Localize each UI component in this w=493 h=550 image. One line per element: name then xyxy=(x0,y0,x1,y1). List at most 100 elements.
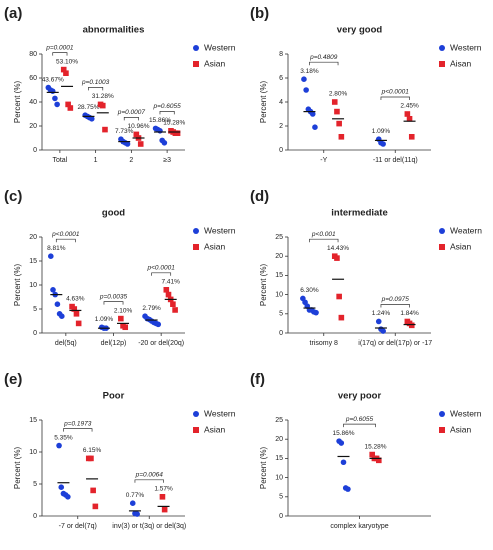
panel-label: (b) xyxy=(250,5,269,22)
y-tick-label: 20 xyxy=(275,436,283,443)
x-tick-label: -11 or del(11q) xyxy=(373,157,418,164)
annotation: 1.09% xyxy=(95,316,114,323)
x-tick-label: inv(3) or t(3q) or del(3q) xyxy=(112,523,186,530)
legend-marker xyxy=(439,45,445,51)
data-point xyxy=(63,70,69,76)
x-tick-label: del(12p) xyxy=(101,340,127,347)
p-value: p=0.0001 xyxy=(45,44,74,51)
annotation: 0.77% xyxy=(126,492,145,499)
data-point xyxy=(60,66,67,73)
annotation: 8.81% xyxy=(47,245,66,252)
bracket xyxy=(151,272,172,276)
data-point xyxy=(133,131,140,138)
x-tick-label: i(17q) or del(17p) or -17 xyxy=(358,340,432,347)
y-axis-label: Percent (%) xyxy=(13,81,22,124)
data-point xyxy=(313,309,319,316)
data-point xyxy=(134,511,140,517)
annotation: 1.24% xyxy=(372,310,391,317)
legend-label: Western xyxy=(204,42,236,52)
data-point xyxy=(155,321,162,328)
y-tick-label: 0 xyxy=(33,330,37,337)
legend-marker xyxy=(439,244,445,250)
p-value: p<0.0001 xyxy=(381,89,410,96)
y-axis-label: Percent (%) xyxy=(13,264,22,307)
legend-marker xyxy=(193,244,199,250)
y-tick-label: 10 xyxy=(275,474,283,481)
data-point xyxy=(54,101,60,108)
data-point xyxy=(336,120,342,127)
y-tick-label: 0 xyxy=(279,513,283,520)
bracket xyxy=(380,96,410,100)
p-value: p=0.0975 xyxy=(381,296,410,303)
data-point xyxy=(338,440,345,446)
annotation: 53.10% xyxy=(56,58,78,65)
legend-marker xyxy=(193,411,199,417)
data-point xyxy=(59,313,65,320)
y-tick-label: 20 xyxy=(29,123,37,130)
legend-marker xyxy=(193,427,199,433)
data-point xyxy=(92,503,99,510)
bracket xyxy=(309,238,339,243)
panel-title: intermediate xyxy=(331,208,388,219)
annotation: 43.67% xyxy=(42,76,64,83)
data-point xyxy=(161,506,168,513)
x-tick-label: ≥3 xyxy=(163,157,171,164)
data-point xyxy=(309,111,316,117)
data-point xyxy=(334,255,340,261)
data-point xyxy=(163,287,170,293)
annotation: 6.30% xyxy=(300,287,319,294)
legend-marker xyxy=(439,228,445,234)
x-tick-label: Total xyxy=(52,157,67,164)
data-point xyxy=(404,111,411,117)
data-point xyxy=(65,494,71,500)
y-tick-label: 15 xyxy=(29,258,37,265)
annotation: 1.09% xyxy=(372,128,391,135)
p-value: p=0.4809 xyxy=(309,54,338,61)
x-tick-label: trisomy 8 xyxy=(310,340,339,347)
y-tick-label: 10 xyxy=(29,282,37,289)
bracket xyxy=(159,111,175,115)
x-tick-label: 1 xyxy=(94,157,98,164)
data-point xyxy=(56,442,62,449)
x-tick-label: -7 or del(7q) xyxy=(59,523,97,530)
p-value: p=0.1973 xyxy=(63,420,92,427)
data-point xyxy=(54,301,61,308)
annotation: 5.35% xyxy=(54,434,73,441)
legend-label: Weatern xyxy=(450,225,482,235)
y-tick-label: 0 xyxy=(33,147,37,154)
y-tick-label: 15 xyxy=(29,417,37,424)
y-tick-label: 60 xyxy=(29,75,37,82)
legend-marker xyxy=(193,228,199,234)
p-value: p=0.6055 xyxy=(345,416,374,423)
y-tick-label: 2 xyxy=(279,123,283,130)
annotation: 10.96% xyxy=(128,123,150,130)
y-tick-label: 10 xyxy=(275,291,283,298)
annotation: 2.80% xyxy=(329,91,348,98)
y-axis-label: Percent (%) xyxy=(259,81,268,124)
data-point xyxy=(90,487,96,494)
legend-label: Asian xyxy=(450,241,472,251)
data-point xyxy=(338,314,345,321)
data-point xyxy=(338,134,345,140)
data-point xyxy=(75,320,82,327)
y-tick-label: 15 xyxy=(275,272,283,279)
panel-title: very poor xyxy=(338,391,382,402)
data-point xyxy=(124,141,131,147)
legend-label: Asian xyxy=(204,241,226,251)
y-tick-label: 5 xyxy=(279,494,283,501)
data-point xyxy=(49,88,56,94)
y-axis-label: Percent (%) xyxy=(259,447,268,490)
data-point xyxy=(408,322,415,329)
y-tick-label: 20 xyxy=(29,234,37,241)
annotation: 14.43% xyxy=(327,245,349,252)
y-tick-label: 80 xyxy=(29,51,37,58)
data-point xyxy=(174,130,181,136)
panel-label: (d) xyxy=(250,188,269,205)
panel-title: Poor xyxy=(103,391,125,402)
bracket xyxy=(309,61,339,66)
p-value: p<0.0001 xyxy=(147,265,176,272)
data-point xyxy=(48,253,54,259)
data-point xyxy=(157,128,163,134)
data-point xyxy=(159,494,166,500)
